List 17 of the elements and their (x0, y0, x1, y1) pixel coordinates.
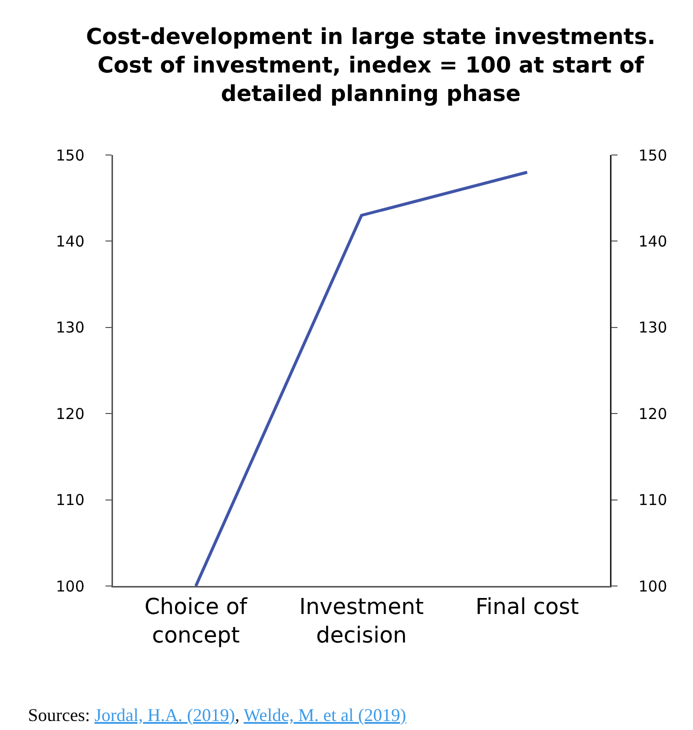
x-tick-label: Investment decision (299, 594, 424, 648)
y-tick-label: 130 (56, 318, 84, 337)
chart-title: Cost-development in large state investments. Cost of investment, inedex = 100 at start of detailed planning phase (86, 24, 656, 107)
y2-tick-label: 140 (638, 232, 668, 250)
y2-tick-label: 120 (638, 404, 668, 423)
y-tick-label: 120 (56, 404, 84, 423)
y-tick-label: 100 (56, 577, 84, 596)
x-tick-label: Choice of concept (144, 594, 248, 648)
y-tick-label: 150 (56, 146, 84, 164)
y2-tick-label: 110 (638, 491, 668, 510)
y-tick-label: 140 (56, 232, 84, 250)
y2-tick-label: 150 (638, 146, 668, 164)
y2-tick-label: 130 (638, 318, 668, 337)
y-tick-label: 110 (56, 491, 84, 510)
source-note: Sources: Jordal, H.A. (2019), Welde, M. et al (2019) (28, 705, 406, 725)
y2-tick-label: 100 (638, 577, 668, 596)
x-tick-label: Final cost (476, 594, 580, 620)
